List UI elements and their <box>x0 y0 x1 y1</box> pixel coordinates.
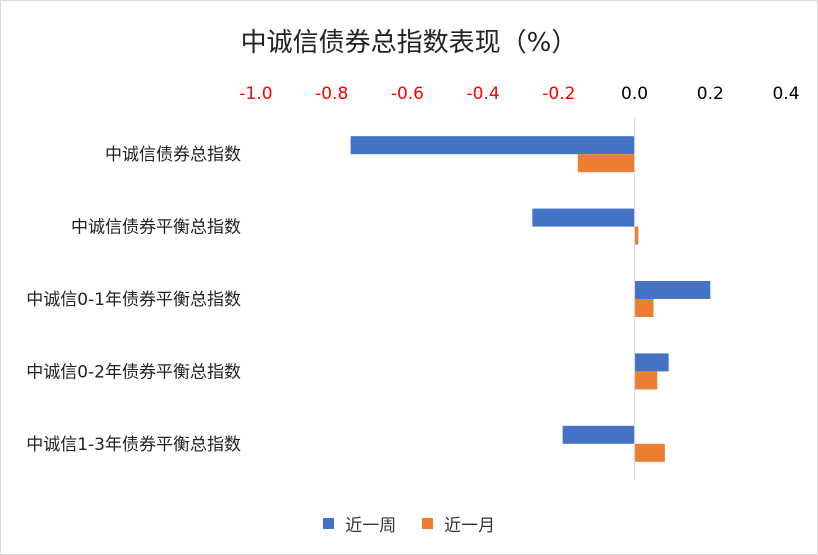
legend-item-series-1: 近一周 <box>322 511 397 536</box>
category-label: 中诚信0-2年债券平衡总指数 <box>26 362 241 382</box>
legend-item-series-2: 近一月 <box>421 511 496 536</box>
bar-series-1 <box>350 136 635 155</box>
x-axis-ticks: -1.0 -0.8 -0.6 -0.4 -0.2 0.0 0.2 0.4 <box>239 84 799 104</box>
chart-title: 中诚信债券总指数表现（%） <box>240 28 578 58</box>
legend: 近一周 近一月 <box>0 511 818 536</box>
category-label: 中诚信0-1年债券平衡总指数 <box>26 290 241 310</box>
bars <box>350 136 711 462</box>
bar-series-2 <box>634 443 665 462</box>
bar-series-1 <box>634 281 711 299</box>
x-tick-label: -0.2 <box>542 84 575 104</box>
legend-label-series-2: 近一月 <box>444 516 496 536</box>
bar-series-2 <box>634 226 639 245</box>
category-label: 中诚信债券总指数 <box>105 145 241 165</box>
bar-series-1 <box>634 353 669 372</box>
category-label: 中诚信1-3年债券平衡总指数 <box>26 435 241 455</box>
x-tick-label: 0.2 <box>697 84 724 104</box>
category-labels: 中诚信债券总指数中诚信债券平衡总指数中诚信0-1年债券平衡总指数中诚信0-2年债… <box>26 145 241 455</box>
x-tick-label: -0.4 <box>467 84 500 104</box>
x-tick-label: -0.8 <box>315 84 348 104</box>
legend-swatch-series-2 <box>421 518 433 529</box>
x-tick-label: -1.0 <box>239 84 272 104</box>
bar-series-1 <box>562 425 635 444</box>
category-label: 中诚信债券平衡总指数 <box>71 218 241 238</box>
bar-series-2 <box>634 299 654 317</box>
legend-label-series-1: 近一周 <box>345 516 397 536</box>
x-tick-label: 0.0 <box>621 84 648 104</box>
bar-series-1 <box>532 208 635 227</box>
bar-series-2 <box>634 371 658 390</box>
x-tick-label: -0.6 <box>391 84 424 104</box>
legend-swatch-series-1 <box>322 518 334 529</box>
bar-series-2 <box>577 154 635 173</box>
x-tick-label: 0.4 <box>772 84 799 104</box>
